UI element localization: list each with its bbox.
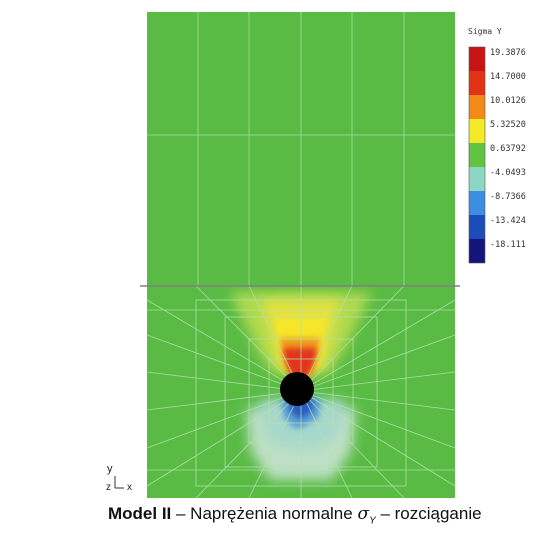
caption-subscript: Y [369, 515, 376, 527]
legend-swatch [469, 143, 485, 167]
legend-label: -8.7366 [490, 192, 526, 202]
legend-label: 10.0126 [490, 96, 526, 106]
legend-swatch [469, 71, 485, 95]
legend-swatch [469, 215, 485, 239]
legend-label: -13.424 [490, 216, 526, 226]
legend-label: -18.111 [490, 240, 526, 250]
caption-sigma-symbol: σ [357, 504, 370, 524]
coordinate-triad: y z x [106, 463, 132, 493]
legend-border [468, 46, 486, 264]
legend-swatch [469, 191, 485, 215]
legend-label: 19.3876 [490, 48, 526, 58]
triad-x-label: x [127, 482, 132, 493]
legend-label: -4.0493 [490, 168, 526, 178]
hole [280, 372, 314, 406]
caption-text: – Naprężenia normalne [171, 504, 358, 523]
color-legend: Sigma Y 19.3876 14.7000 10.0126 5.32520 0.63… [468, 27, 526, 264]
legend-swatch [469, 239, 485, 263]
legend-swatch [469, 47, 485, 71]
legend-swatch [469, 167, 485, 191]
caption-text-end: – rozciąganie [375, 504, 482, 523]
fem-stress-plot: Sigma Y 19.3876 14.7000 10.0126 5.32520 0.63… [106, 12, 526, 499]
legend-swatch [469, 95, 485, 119]
legend-labels: 19.3876 14.7000 10.0126 5.32520 0.63792 -4.04… [490, 48, 526, 250]
legend-label: 5.32520 [490, 120, 526, 130]
legend-swatches [468, 46, 486, 264]
triad-z-label: z [106, 482, 111, 493]
legend-title: Sigma Y [468, 27, 502, 36]
legend-label: 0.63792 [490, 144, 526, 154]
lower-mesh [146, 285, 456, 499]
legend-swatch [469, 119, 485, 143]
caption-model: Model II [108, 504, 172, 523]
upper-mesh [147, 12, 455, 286]
figure-caption: Model II – Naprężenia normalne σY – rozc… [108, 504, 538, 528]
triad-y-label: y [107, 463, 113, 475]
legend-label: 14.7000 [490, 72, 526, 82]
